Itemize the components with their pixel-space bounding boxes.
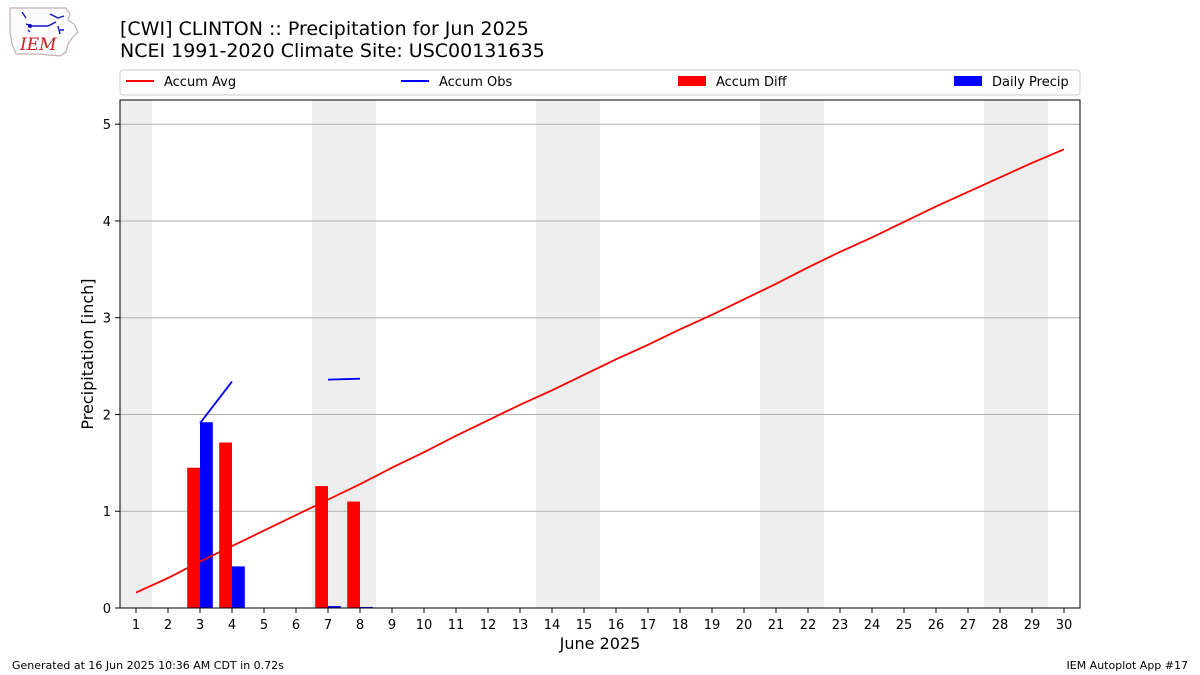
x-tick-label: 19 bbox=[704, 618, 721, 633]
legend-accum-obs-label: Accum Obs bbox=[439, 75, 512, 90]
weekend-band bbox=[984, 100, 1048, 608]
x-axis-label: June 2025 bbox=[559, 634, 641, 653]
y-axis-label: Precipitation [inch] bbox=[78, 278, 97, 429]
x-tick-label: 26 bbox=[928, 618, 945, 633]
x-tick-label: 17 bbox=[640, 618, 657, 633]
x-tick-label: 7 bbox=[324, 618, 332, 633]
x-tick-label: 25 bbox=[896, 618, 913, 633]
legend-accum-diff-swatch bbox=[678, 76, 706, 86]
x-tick-label: 8 bbox=[356, 618, 364, 633]
legend-accum-diff-label: Accum Diff bbox=[716, 75, 788, 90]
chart-subtitle: NCEI 1991-2020 Climate Site: USC00131635 bbox=[120, 40, 545, 62]
y-tick-label: 2 bbox=[103, 408, 111, 423]
app-credit: IEM Autoplot App #17 bbox=[1066, 659, 1189, 672]
legend-box bbox=[119, 69, 1081, 96]
x-tick-label: 10 bbox=[416, 618, 433, 633]
accum-diff-bar bbox=[219, 442, 232, 608]
x-tick-label: 1 bbox=[132, 618, 140, 633]
x-tick-label: 4 bbox=[228, 618, 236, 633]
x-tick-label: 14 bbox=[544, 618, 561, 633]
x-tick-label: 15 bbox=[576, 618, 593, 633]
x-tick-label: 18 bbox=[672, 618, 689, 633]
daily-precip-bar bbox=[328, 606, 341, 608]
weekend-band bbox=[536, 100, 600, 608]
legend-daily-precip-swatch bbox=[954, 76, 982, 86]
x-tick-label: 24 bbox=[864, 618, 881, 633]
chart-title: [CWI] CLINTON :: Precipitation for Jun 2… bbox=[120, 18, 529, 40]
x-tick-label: 20 bbox=[736, 618, 753, 633]
plot-frame bbox=[119, 99, 1081, 609]
daily-precip-bar bbox=[232, 566, 245, 608]
x-tick-label: 9 bbox=[388, 618, 396, 633]
daily-precip-bar bbox=[200, 422, 213, 608]
logo-text: IEM bbox=[19, 35, 57, 55]
y-tick-label: 5 bbox=[103, 118, 111, 133]
x-tick-label: 5 bbox=[260, 618, 268, 633]
y-tick-label: 0 bbox=[103, 602, 111, 617]
legend-accum-avg-label: Accum Avg bbox=[164, 75, 236, 90]
x-tick-label: 29 bbox=[1024, 618, 1041, 633]
weekend-band bbox=[120, 100, 152, 608]
iem-logo: IEM bbox=[9, 7, 79, 57]
y-tick-label: 3 bbox=[103, 312, 111, 327]
y-tick-label: 4 bbox=[103, 215, 111, 230]
accum-diff-bar bbox=[315, 486, 328, 608]
x-tick-label: 30 bbox=[1056, 618, 1073, 633]
y-tick-label: 1 bbox=[103, 505, 111, 520]
weekend-band bbox=[760, 100, 824, 608]
x-tick-label: 3 bbox=[196, 618, 204, 633]
x-tick-label: 6 bbox=[292, 618, 300, 633]
x-tick-label: 28 bbox=[992, 618, 1009, 633]
x-tick-label: 13 bbox=[512, 618, 529, 633]
x-tick-label: 21 bbox=[768, 618, 785, 633]
accum-diff-bar bbox=[187, 467, 200, 608]
accum-obs-line bbox=[199, 381, 233, 424]
x-tick-label: 11 bbox=[448, 618, 465, 633]
x-tick-label: 2 bbox=[164, 618, 172, 633]
generated-timestamp: Generated at 16 Jun 2025 10:36 AM CDT in… bbox=[12, 659, 284, 672]
legend-daily-precip-label: Daily Precip bbox=[992, 75, 1069, 90]
accum-avg-line bbox=[135, 148, 1065, 594]
x-tick-label: 22 bbox=[800, 618, 817, 633]
x-tick-label: 12 bbox=[480, 618, 497, 633]
accum-obs-line bbox=[327, 377, 361, 381]
accum-diff-bar bbox=[347, 501, 360, 608]
x-tick-label: 27 bbox=[960, 618, 977, 633]
x-tick-label: 23 bbox=[832, 618, 849, 633]
x-tick-label: 16 bbox=[608, 618, 625, 633]
